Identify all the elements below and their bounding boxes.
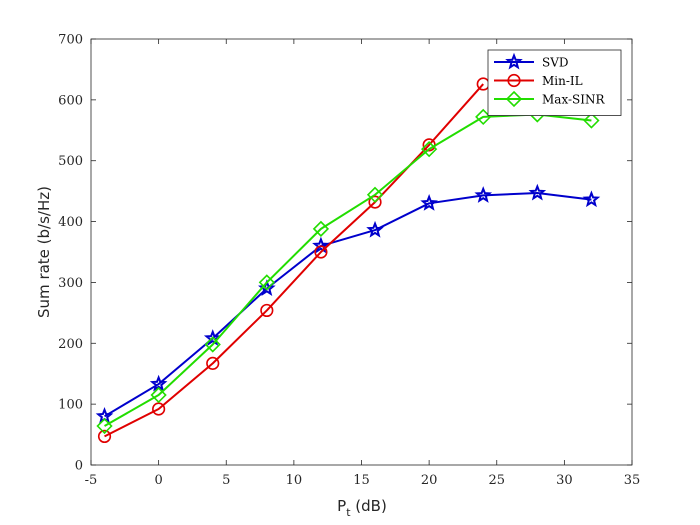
- data-point-svd: [366, 220, 384, 238]
- x-axis-title-unit: (dB): [351, 497, 387, 515]
- x-tick-label: 5: [222, 473, 230, 488]
- data-point-max-sinr: [312, 220, 330, 238]
- data-point-max-sinr: [150, 386, 167, 404]
- legend-label-svd: SVD: [542, 56, 569, 70]
- data-point-min-il: [97, 429, 112, 443]
- data-point-max-sinr: [420, 141, 438, 158]
- y-tick-label: 500: [58, 154, 83, 169]
- x-tick-label: 25: [488, 473, 505, 488]
- legend-label-min-il: Min-IL: [542, 74, 583, 88]
- legend-marker-min-il: [507, 73, 521, 88]
- data-point-max-sinr: [366, 186, 384, 203]
- data-point-min-il: [152, 402, 166, 416]
- x-tick-label: -5: [85, 473, 98, 488]
- legend-marker-svd: [505, 52, 523, 70]
- data-point-max-sinr: [258, 274, 275, 291]
- legend-item-max-sinr: Max-SINR: [494, 90, 606, 108]
- x-tick-label: 10: [286, 473, 303, 488]
- y-tick-label: 300: [58, 276, 83, 291]
- data-point-max-sinr: [204, 336, 221, 353]
- x-tick-label: 30: [556, 473, 573, 488]
- data-point-svd: [420, 194, 438, 211]
- data-point-min-il: [260, 303, 274, 318]
- series-min-il: [97, 77, 490, 443]
- data-point-svd: [582, 190, 601, 208]
- legend-marker-max-sinr: [505, 90, 523, 108]
- x-tick-label: 15: [353, 473, 370, 488]
- legend-item-min-il: Min-IL: [494, 73, 583, 88]
- data-point-min-il: [206, 356, 220, 370]
- y-tick-label: 0: [75, 459, 83, 474]
- legend-label-max-sinr: Max-SINR: [542, 93, 606, 107]
- x-tick-label: 20: [421, 473, 438, 488]
- series-line-min-il: [104, 83, 484, 438]
- data-point-min-il: [368, 195, 382, 209]
- y-axis-title: Sum rate (b/s/Hz): [35, 186, 53, 318]
- x-axis-title-subscript: t: [346, 506, 351, 519]
- legend-item-svd: SVD: [494, 52, 569, 70]
- series-svd: [95, 183, 601, 424]
- x-axis-title-main: P: [337, 497, 346, 515]
- data-point-min-il: [314, 245, 328, 259]
- data-point-svd: [312, 236, 330, 254]
- data-point-max-sinr: [96, 417, 113, 435]
- data-point-svd: [149, 374, 168, 392]
- x-tick-label: 35: [624, 473, 641, 488]
- y-tick-label: 700: [58, 33, 83, 48]
- data-point-svd: [474, 186, 493, 203]
- y-tick-label: 600: [58, 93, 83, 108]
- data-point-svd: [203, 329, 222, 346]
- y-tick-label: 200: [58, 337, 83, 352]
- data-point-svd: [528, 183, 547, 201]
- legend: SVD Min-IL Max-SINR: [487, 49, 622, 116]
- x-axis-title: Pt (dB): [337, 497, 387, 519]
- data-point-max-sinr: [583, 112, 600, 129]
- y-tick-label: 400: [58, 215, 83, 230]
- x-tick-label: 0: [154, 473, 162, 488]
- series-line-svd: [104, 191, 592, 418]
- y-tick-label: 100: [58, 398, 83, 413]
